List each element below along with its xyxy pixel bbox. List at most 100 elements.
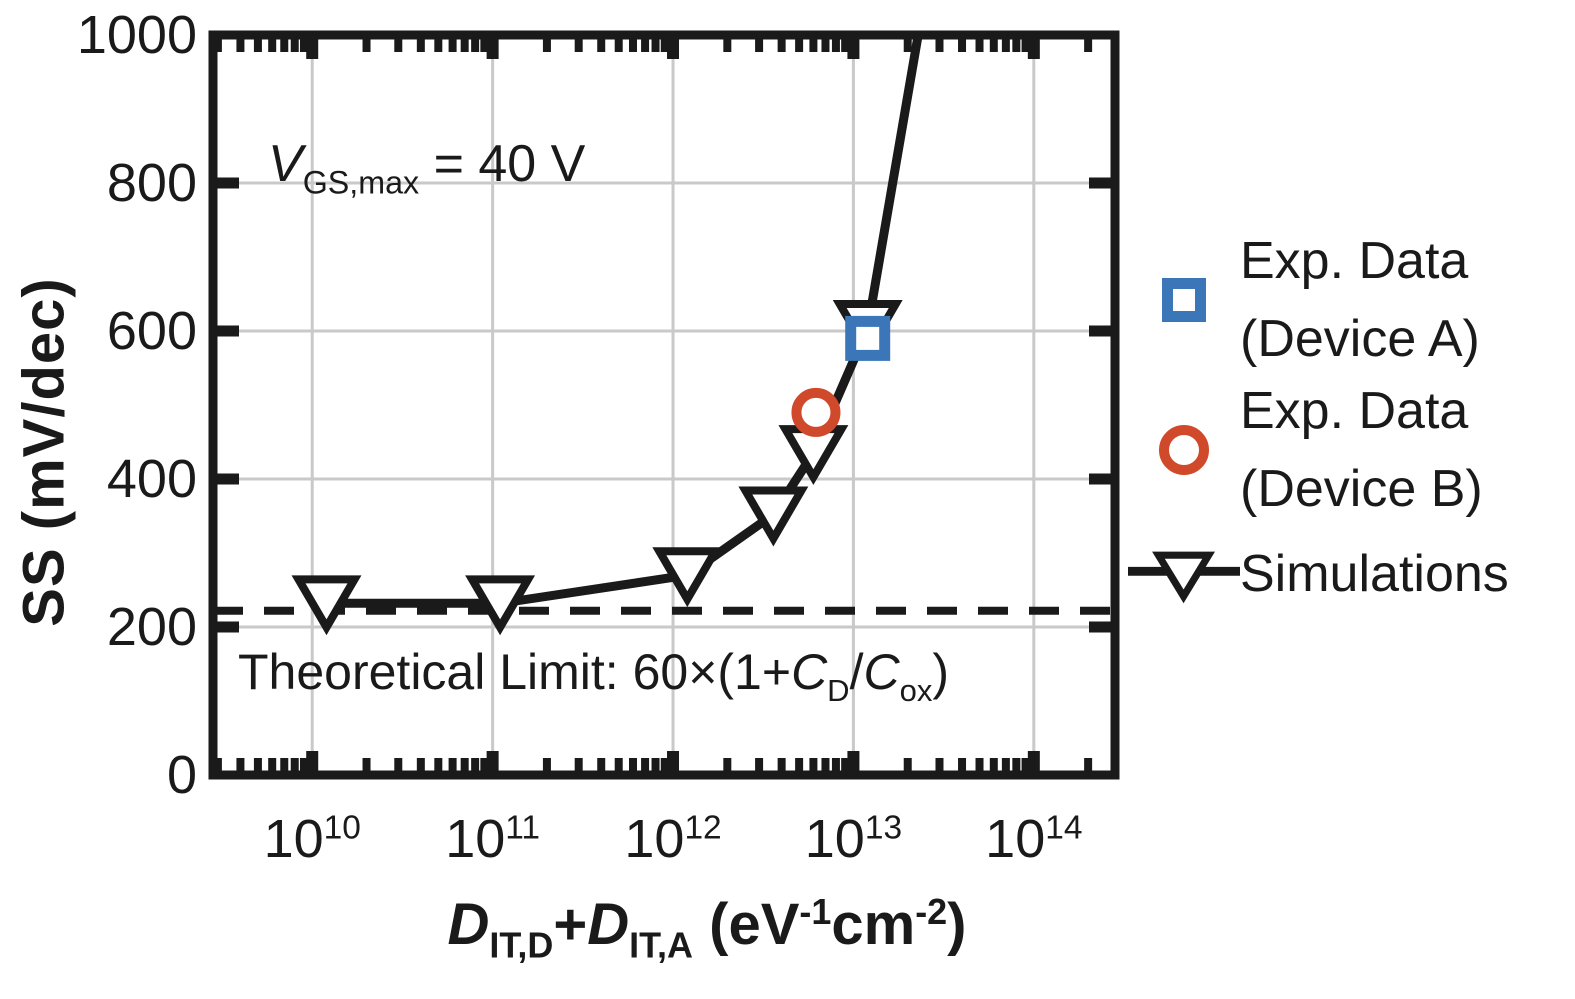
axis-tick bbox=[614, 39, 623, 52]
axis-tick bbox=[1084, 39, 1093, 52]
simulation-line bbox=[326, 35, 923, 608]
device-a-marker bbox=[845, 315, 891, 361]
axis-tick bbox=[1089, 325, 1111, 337]
axis-tick bbox=[935, 758, 944, 771]
axis-tick bbox=[1089, 177, 1111, 189]
legend-label-device-a: Exp. Data (Device A) bbox=[1240, 222, 1480, 378]
axis-tick bbox=[434, 758, 443, 771]
simulation-marker bbox=[291, 575, 362, 636]
axis-tick bbox=[777, 758, 786, 771]
axis-tick bbox=[448, 39, 457, 52]
axis-tick bbox=[809, 39, 818, 52]
axis-tick bbox=[486, 751, 499, 771]
annotation-vgs-max: VGS,max = 40 V bbox=[268, 135, 586, 201]
axis-tick bbox=[480, 39, 489, 52]
axis-tick bbox=[958, 758, 967, 771]
axis-tick bbox=[290, 758, 299, 771]
axis-tick bbox=[213, 39, 222, 52]
x-tick-label: 1012 bbox=[624, 809, 722, 869]
axis-tick bbox=[280, 758, 289, 771]
axis-tick bbox=[480, 758, 489, 771]
axis-tick bbox=[542, 758, 551, 771]
y-tick-label: 0 bbox=[166, 745, 197, 805]
x-axis-title: DIT,D+DIT,A (eV-1cm-2) bbox=[447, 891, 967, 966]
axis-tick bbox=[1021, 758, 1030, 771]
axis-tick bbox=[236, 758, 245, 771]
axis-tick bbox=[1012, 39, 1021, 52]
axis-tick bbox=[1089, 473, 1111, 485]
axis-tick bbox=[651, 39, 660, 52]
axis-tick bbox=[1084, 758, 1093, 771]
axis-tick bbox=[1001, 39, 1010, 52]
axis-tick bbox=[847, 751, 860, 771]
y-tick-label: 600 bbox=[106, 301, 197, 361]
legend-label-line: (Device A) bbox=[1240, 310, 1480, 368]
axis-tick bbox=[299, 758, 308, 771]
axis-tick bbox=[975, 39, 984, 52]
axis-tick bbox=[1089, 621, 1111, 633]
axis-tick bbox=[306, 39, 319, 59]
annotation-theoretical-limit: Theoretical Limit: 60×(1+CD/Cox) bbox=[238, 644, 949, 708]
axis-tick bbox=[597, 39, 606, 52]
axis-tick bbox=[416, 758, 425, 771]
axis-tick bbox=[660, 758, 669, 771]
axis-tick bbox=[641, 758, 650, 771]
axis-tick bbox=[394, 39, 403, 52]
axis-tick bbox=[903, 39, 912, 52]
axis-tick bbox=[847, 39, 860, 59]
axis-tick bbox=[660, 39, 669, 52]
legend-label-line: (Device B) bbox=[1240, 460, 1483, 518]
legend-marker-cell bbox=[1128, 541, 1240, 607]
axis-tick bbox=[362, 758, 371, 771]
axis-tick bbox=[821, 758, 830, 771]
legend-label-line: Exp. Data bbox=[1240, 382, 1469, 440]
axis-tick bbox=[217, 325, 239, 337]
axis-tick bbox=[460, 39, 469, 52]
axis-tick bbox=[217, 177, 239, 189]
device-b-circle-icon bbox=[1159, 425, 1209, 475]
axis-tick bbox=[958, 39, 967, 52]
axis-tick bbox=[628, 39, 637, 52]
axis-tick bbox=[597, 758, 606, 771]
y-tick-label: 1000 bbox=[76, 5, 197, 65]
axis-tick bbox=[975, 758, 984, 771]
axis-tick bbox=[362, 39, 371, 52]
axis-tick bbox=[809, 758, 818, 771]
axis-tick bbox=[755, 758, 764, 771]
axis-tick bbox=[614, 758, 623, 771]
axis-tick bbox=[989, 39, 998, 52]
legend-label-device-b: Exp. Data (Device B) bbox=[1240, 372, 1483, 528]
axis-tick bbox=[1001, 758, 1010, 771]
x-tick-label: 1013 bbox=[804, 809, 903, 869]
axis-tick bbox=[253, 758, 262, 771]
axis-tick bbox=[280, 39, 289, 52]
axis-tick bbox=[268, 39, 277, 52]
axis-tick bbox=[299, 39, 308, 52]
legend-label-simulations: Simulations bbox=[1240, 535, 1509, 613]
axis-tick bbox=[217, 473, 239, 485]
axis-tick bbox=[290, 39, 299, 52]
simulation-marker bbox=[465, 575, 536, 636]
axis-tick bbox=[486, 39, 499, 59]
legend-item-device-a: Exp. Data (Device A) bbox=[1128, 222, 1480, 378]
axis-tick bbox=[471, 758, 480, 771]
simulation-marker bbox=[652, 547, 723, 608]
axis-tick bbox=[1027, 751, 1040, 771]
axis-tick bbox=[448, 758, 457, 771]
axis-tick bbox=[641, 39, 650, 52]
axis-tick bbox=[213, 758, 222, 771]
legend-item-simulations: Simulations bbox=[1128, 535, 1509, 613]
axis-tick bbox=[1012, 758, 1021, 771]
axis-tick bbox=[795, 758, 804, 771]
axis-tick bbox=[217, 621, 239, 633]
axis-tick bbox=[723, 758, 732, 771]
axis-tick bbox=[471, 39, 480, 52]
y-tick-label: 800 bbox=[106, 153, 197, 213]
legend-item-device-b: Exp. Data (Device B) bbox=[1128, 372, 1483, 528]
y-tick-label: 400 bbox=[106, 449, 197, 509]
y-axis-title: SS (mV/dec) bbox=[11, 277, 77, 627]
axis-tick bbox=[574, 758, 583, 771]
axis-tick bbox=[574, 39, 583, 52]
